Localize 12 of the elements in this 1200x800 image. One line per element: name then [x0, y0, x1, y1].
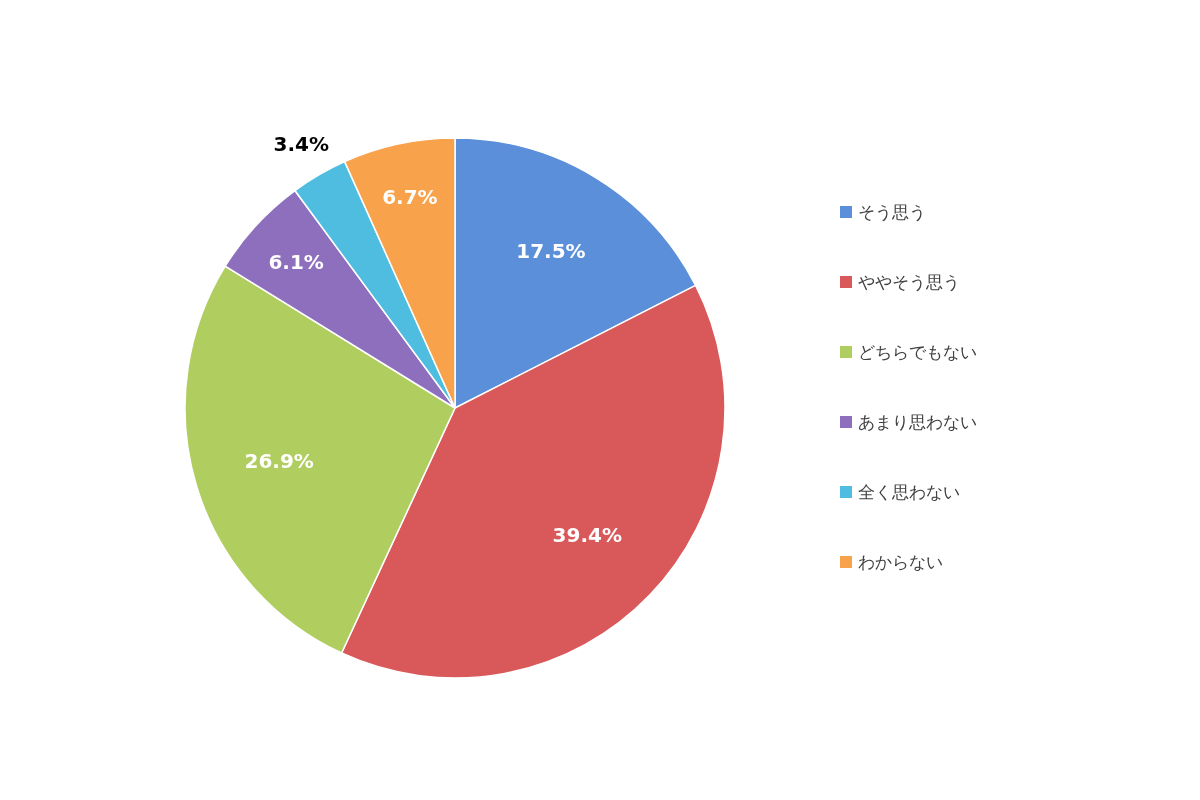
data-label: 26.9%: [244, 448, 314, 473]
data-label: 6.1%: [268, 249, 324, 274]
data-label: 17.5%: [516, 239, 586, 264]
data-label: 39.4%: [552, 523, 622, 548]
legend-label: どちらでもない: [858, 342, 977, 362]
legend-label: わからない: [858, 552, 943, 572]
data-label: 3.4%: [273, 132, 330, 157]
data-label: 6.7%: [382, 184, 438, 209]
legend-label: ややそう思う: [858, 272, 960, 292]
legend-label: 全く思わない: [858, 482, 960, 502]
legend-label: あまり思わない: [858, 412, 977, 432]
legend-label: そう思う: [858, 202, 926, 222]
